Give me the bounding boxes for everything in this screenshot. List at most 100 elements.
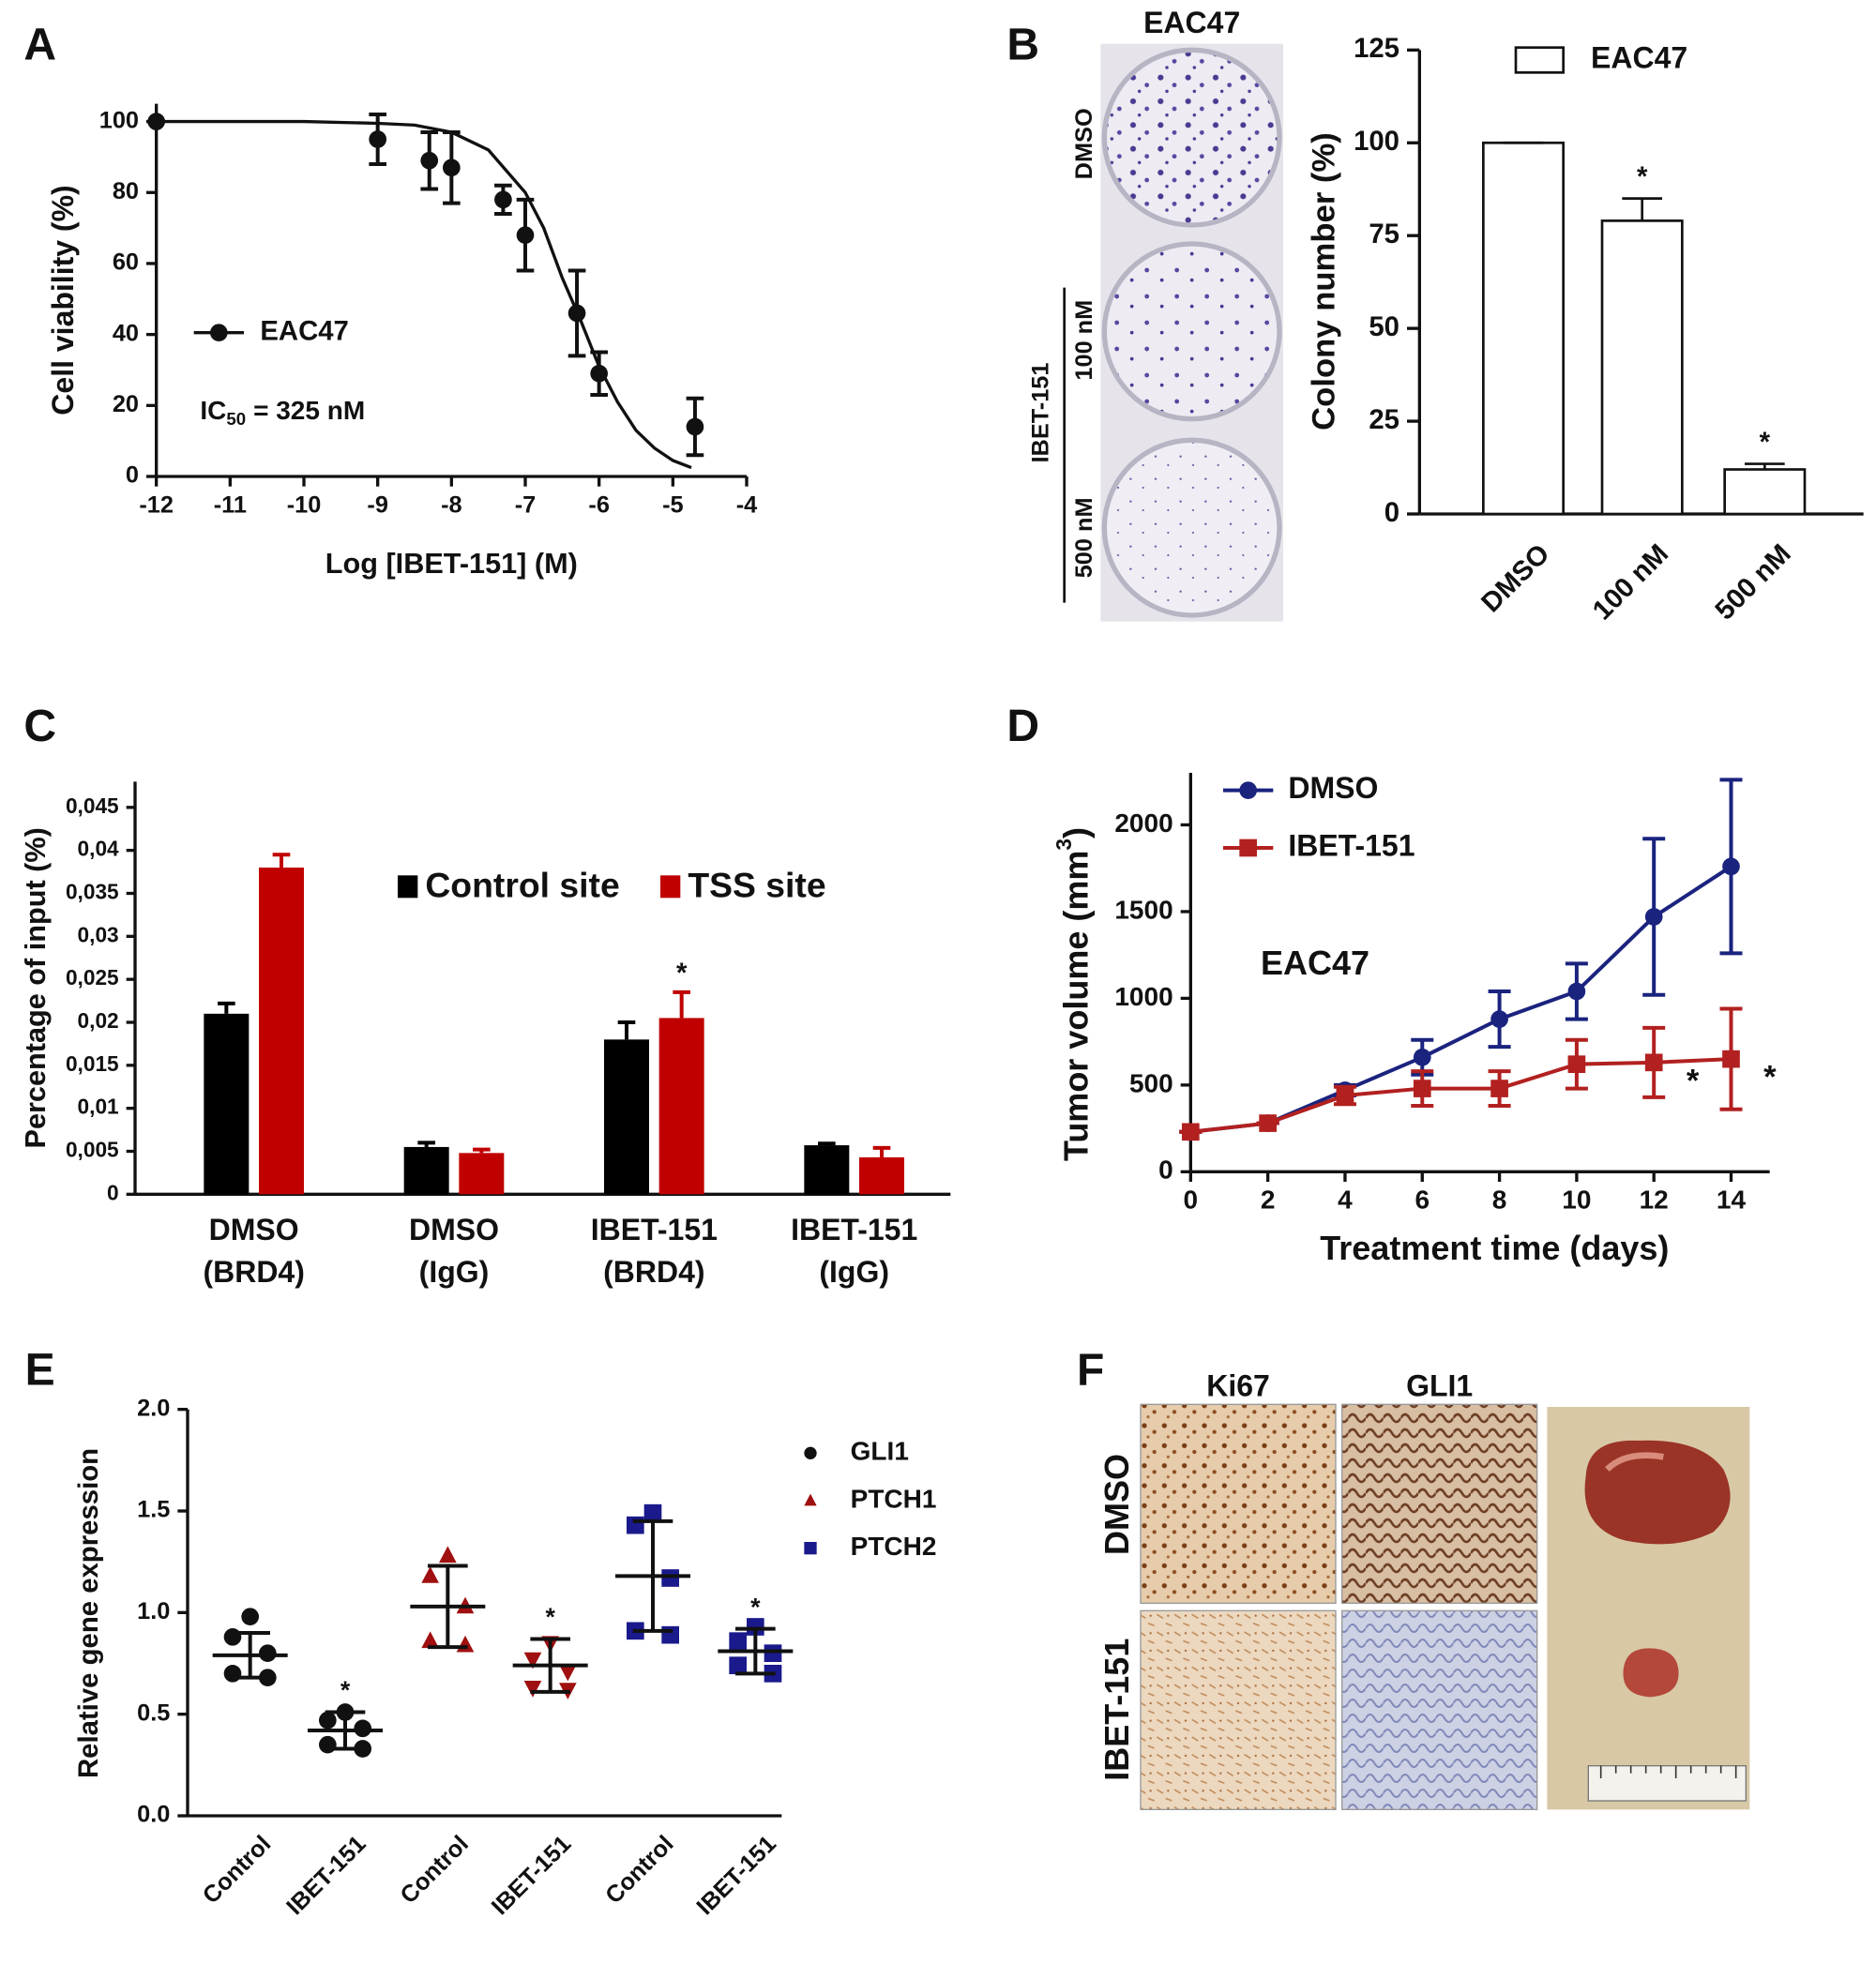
x-tick-label: 2 xyxy=(1261,1186,1276,1215)
ihc-tile xyxy=(1340,1609,1538,1810)
y-tick-label: 0,04 xyxy=(78,837,119,861)
photo-group-label: IBET-151 xyxy=(1027,362,1053,462)
y-axis-label: Relative gene expression xyxy=(73,1448,104,1778)
significance: * xyxy=(750,1593,761,1621)
point xyxy=(729,1656,747,1674)
bar xyxy=(859,1156,904,1195)
tumor xyxy=(1584,1440,1731,1545)
point xyxy=(223,1665,242,1683)
x-tick-label: -12 xyxy=(139,492,174,519)
y-tick-label: 0 xyxy=(107,1180,119,1204)
legend-swatch xyxy=(398,875,418,899)
point xyxy=(1722,857,1740,876)
x-tick-label: 14 xyxy=(1717,1186,1747,1215)
x-tick-label: Control xyxy=(600,1831,678,1909)
point xyxy=(661,1625,679,1644)
y-tick-label: 0,005 xyxy=(66,1137,119,1161)
tumor xyxy=(1623,1648,1679,1698)
bar xyxy=(1482,141,1565,516)
point xyxy=(567,304,586,323)
point xyxy=(686,417,704,436)
column-label: GLI1 xyxy=(1406,1368,1473,1402)
significance: * xyxy=(545,1603,555,1631)
point xyxy=(1644,908,1663,926)
point xyxy=(1336,1086,1354,1105)
annotation: IC50 = 325 nM xyxy=(200,396,365,429)
ruler xyxy=(1587,1765,1747,1802)
x-tick-label: Control xyxy=(198,1831,276,1909)
x-axis-label: Treatment time (days) xyxy=(1320,1229,1669,1267)
point xyxy=(456,1635,475,1653)
significance: * xyxy=(340,1676,351,1704)
x-tick-label: (IgG) xyxy=(419,1255,490,1289)
legend-swatch xyxy=(1514,46,1565,74)
point xyxy=(319,1711,337,1730)
annotation: EAC47 xyxy=(1261,944,1369,982)
point xyxy=(643,1503,662,1522)
significance: * xyxy=(676,958,688,989)
x-tick-label: -7 xyxy=(515,492,537,519)
y-tick-label: 0.5 xyxy=(137,1700,170,1726)
point xyxy=(729,1632,747,1650)
x-tick-label: 6 xyxy=(1415,1186,1430,1215)
legend-marker xyxy=(804,1542,817,1555)
legend-label: Control site xyxy=(425,866,619,905)
point xyxy=(661,1569,679,1587)
legend-marker xyxy=(804,1493,817,1506)
point xyxy=(439,1546,457,1564)
y-axis-label: Cell viability (%) xyxy=(46,185,80,415)
point xyxy=(421,1631,439,1649)
plate-photo xyxy=(1063,43,1283,622)
y-tick-label: 0 xyxy=(1384,497,1399,528)
y-tick-label: 1.5 xyxy=(137,1497,170,1523)
x-tick-label: -9 xyxy=(367,492,388,519)
y-tick-label: 0,045 xyxy=(66,793,119,818)
point xyxy=(319,1735,337,1754)
tumor-highlight xyxy=(1604,1452,1664,1473)
panel-letter: A xyxy=(23,20,56,69)
point xyxy=(421,1566,439,1583)
y-tick-label: 0,02 xyxy=(78,1008,119,1033)
y-tick-label: 0.0 xyxy=(137,1802,170,1828)
y-tick-label: 80 xyxy=(113,178,139,204)
x-tick-label: DMSO xyxy=(209,1213,299,1246)
x-tick-label: IBET-151 xyxy=(591,1213,718,1246)
y-tick-label: 75 xyxy=(1369,219,1399,249)
x-tick-label: 4 xyxy=(1338,1186,1353,1215)
y-tick-label: 0,025 xyxy=(66,965,119,990)
x-tick-label: IBET-151 xyxy=(281,1831,371,1920)
point xyxy=(1722,1050,1740,1068)
point xyxy=(523,1681,542,1698)
y-tick-label: 0,03 xyxy=(78,922,119,946)
y-tick-label: 40 xyxy=(113,320,139,346)
x-tick-label: DMSO xyxy=(1475,538,1556,619)
x-tick-label: -4 xyxy=(736,492,758,519)
annotation-text: IC xyxy=(200,396,226,425)
legend-label: PTCH2 xyxy=(851,1532,937,1561)
point xyxy=(1490,1080,1508,1097)
point xyxy=(223,1628,242,1646)
y-axis-label-superscript: 3 xyxy=(1051,838,1076,851)
plate xyxy=(1101,47,1282,228)
point xyxy=(1413,1080,1431,1097)
plate xyxy=(1101,437,1282,618)
photo-title: EAC47 xyxy=(1143,6,1240,39)
legend-marker xyxy=(804,1446,817,1459)
x-tick-label: -8 xyxy=(441,492,462,519)
point xyxy=(747,1618,764,1636)
significance: * xyxy=(1763,1060,1777,1095)
bar xyxy=(604,1039,649,1195)
x-tick-label: 100 nM xyxy=(1586,538,1674,627)
photo-row-label: 100 nM xyxy=(1071,300,1097,381)
y-axis-label: Percentage of input (%) xyxy=(20,827,52,1148)
y-tick-label: 100 xyxy=(99,107,139,133)
column-label: Ki67 xyxy=(1206,1368,1270,1402)
panel-letter: B xyxy=(1006,20,1039,69)
point xyxy=(147,113,165,130)
x-tick-label: 10 xyxy=(1562,1186,1591,1215)
legend-label: IBET-151 xyxy=(1288,828,1415,862)
point xyxy=(627,1516,644,1534)
y-tick-label: 60 xyxy=(113,249,139,276)
x-tick-label: IBET-151 xyxy=(692,1831,781,1920)
